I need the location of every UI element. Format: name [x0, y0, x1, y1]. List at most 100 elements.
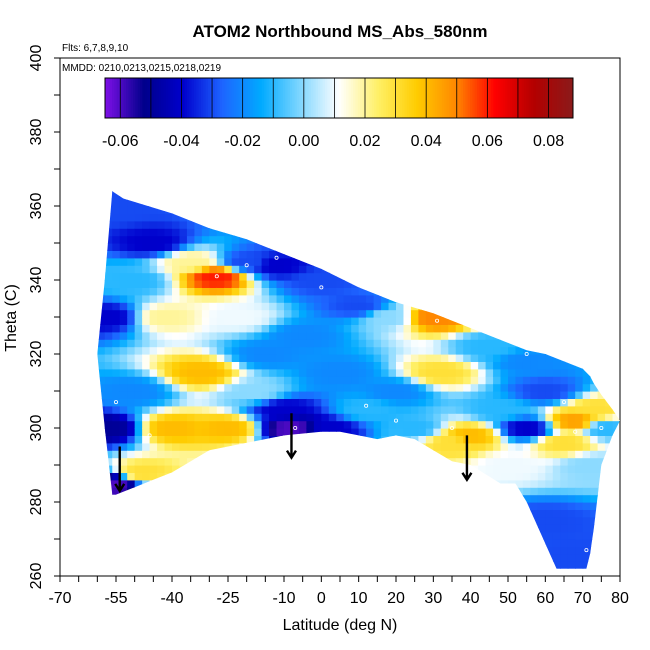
heat-cell: [448, 191, 457, 200]
heat-cell: [216, 383, 225, 392]
heat-cell: [224, 354, 233, 362]
heat-cell: [306, 561, 315, 569]
heat-cell: [381, 420, 390, 429]
y-tick-label: 280: [28, 489, 45, 516]
heat-cell: [239, 191, 248, 192]
heat-cell: [328, 331, 337, 340]
heat-cell: [478, 472, 487, 481]
heat-cell: [224, 191, 233, 192]
heat-cell: [186, 546, 195, 555]
heat-cell: [470, 420, 479, 429]
heat-cell: [358, 294, 367, 303]
heat-cell: [605, 502, 614, 510]
heat-cell: [254, 294, 263, 303]
colorbar-segment: [250, 78, 253, 118]
heat-cell: [276, 398, 285, 407]
heat-cell: [269, 413, 278, 422]
heat-cell: [612, 287, 621, 296]
heat-cell: [142, 435, 151, 444]
heat-cell: [149, 391, 158, 399]
heat-cell: [478, 465, 487, 473]
heat-cell: [597, 516, 606, 525]
heat-cell: [254, 198, 263, 207]
heat-cell: [388, 546, 397, 555]
heat-cell: [478, 442, 487, 451]
heat-cell: [582, 361, 591, 370]
heat-cell: [119, 243, 128, 251]
colorbar-segment: [168, 78, 172, 118]
heat-cell: [620, 220, 621, 229]
heat-cell: [328, 457, 337, 466]
heat-cell: [179, 198, 188, 207]
colorbar-segment: [406, 78, 410, 118]
heat-cell: [246, 206, 255, 214]
heat-cell: [455, 561, 464, 569]
heat-cell: [455, 531, 464, 540]
heat-cell: [411, 569, 419, 577]
heat-cell: [157, 546, 166, 555]
heat-cell: [216, 442, 225, 451]
heat-cell: [500, 198, 509, 207]
heat-cell: [134, 428, 143, 436]
heat-cell: [358, 324, 367, 333]
heat-cell: [410, 391, 419, 399]
heat-cell: [515, 531, 524, 540]
heat-cell: [104, 265, 113, 274]
heat-cell: [455, 257, 464, 266]
heat-cell: [336, 272, 345, 281]
heat-cell: [321, 524, 330, 533]
colorbar-segment: [446, 78, 450, 118]
heat-cell: [313, 450, 322, 459]
heat-cell: [104, 220, 113, 229]
heat-cell: [545, 206, 554, 214]
heat-cell: [560, 413, 569, 422]
heat-cell: [321, 494, 330, 503]
heat-cell: [97, 450, 106, 459]
heat-cell: [612, 317, 621, 325]
heat-cell: [508, 546, 517, 555]
heat-cell: [276, 524, 285, 533]
heat-cell: [545, 450, 554, 459]
heat-cell: [298, 302, 307, 311]
heat-cell: [515, 250, 524, 259]
heat-cell: [478, 524, 487, 533]
heat-cell: [186, 561, 195, 569]
heat-cell: [291, 317, 300, 325]
colorbar-segment: [243, 78, 246, 118]
heat-cell: [605, 509, 614, 518]
heat-cell: [366, 546, 375, 555]
colorbar-segment: [142, 78, 146, 118]
heat-cell: [351, 561, 360, 569]
heat-cell: [246, 420, 255, 429]
heat-cell: [343, 206, 352, 214]
heat-cell: [328, 405, 337, 414]
heat-cell: [216, 539, 225, 547]
heat-cell: [425, 317, 434, 325]
heat-cell: [336, 294, 345, 303]
heat-cell: [433, 257, 442, 266]
heat-cell: [552, 272, 561, 281]
heat-cell: [567, 257, 576, 266]
heat-cell: [104, 509, 113, 518]
heat-cell: [284, 220, 293, 229]
heat-cell: [201, 413, 210, 422]
heat-cell: [194, 243, 203, 251]
heat-cell: [306, 243, 315, 251]
heat-cell: [149, 472, 158, 481]
heat-cell: [560, 235, 569, 244]
heat-cell: [522, 198, 531, 207]
heat-cell: [201, 553, 210, 562]
heat-cell: [216, 450, 225, 459]
heat-cell: [522, 435, 531, 444]
heat-cell: [575, 368, 584, 377]
heat-cell: [553, 569, 561, 577]
heat-cell: [388, 420, 397, 429]
heat-cell: [142, 294, 151, 303]
heat-cell: [231, 191, 240, 192]
heat-cell: [336, 391, 345, 399]
heat-cell: [440, 531, 449, 540]
heat-cell: [179, 391, 188, 399]
heat-cell: [343, 191, 352, 192]
heat-cell: [194, 220, 203, 229]
heat-cell: [478, 487, 487, 496]
